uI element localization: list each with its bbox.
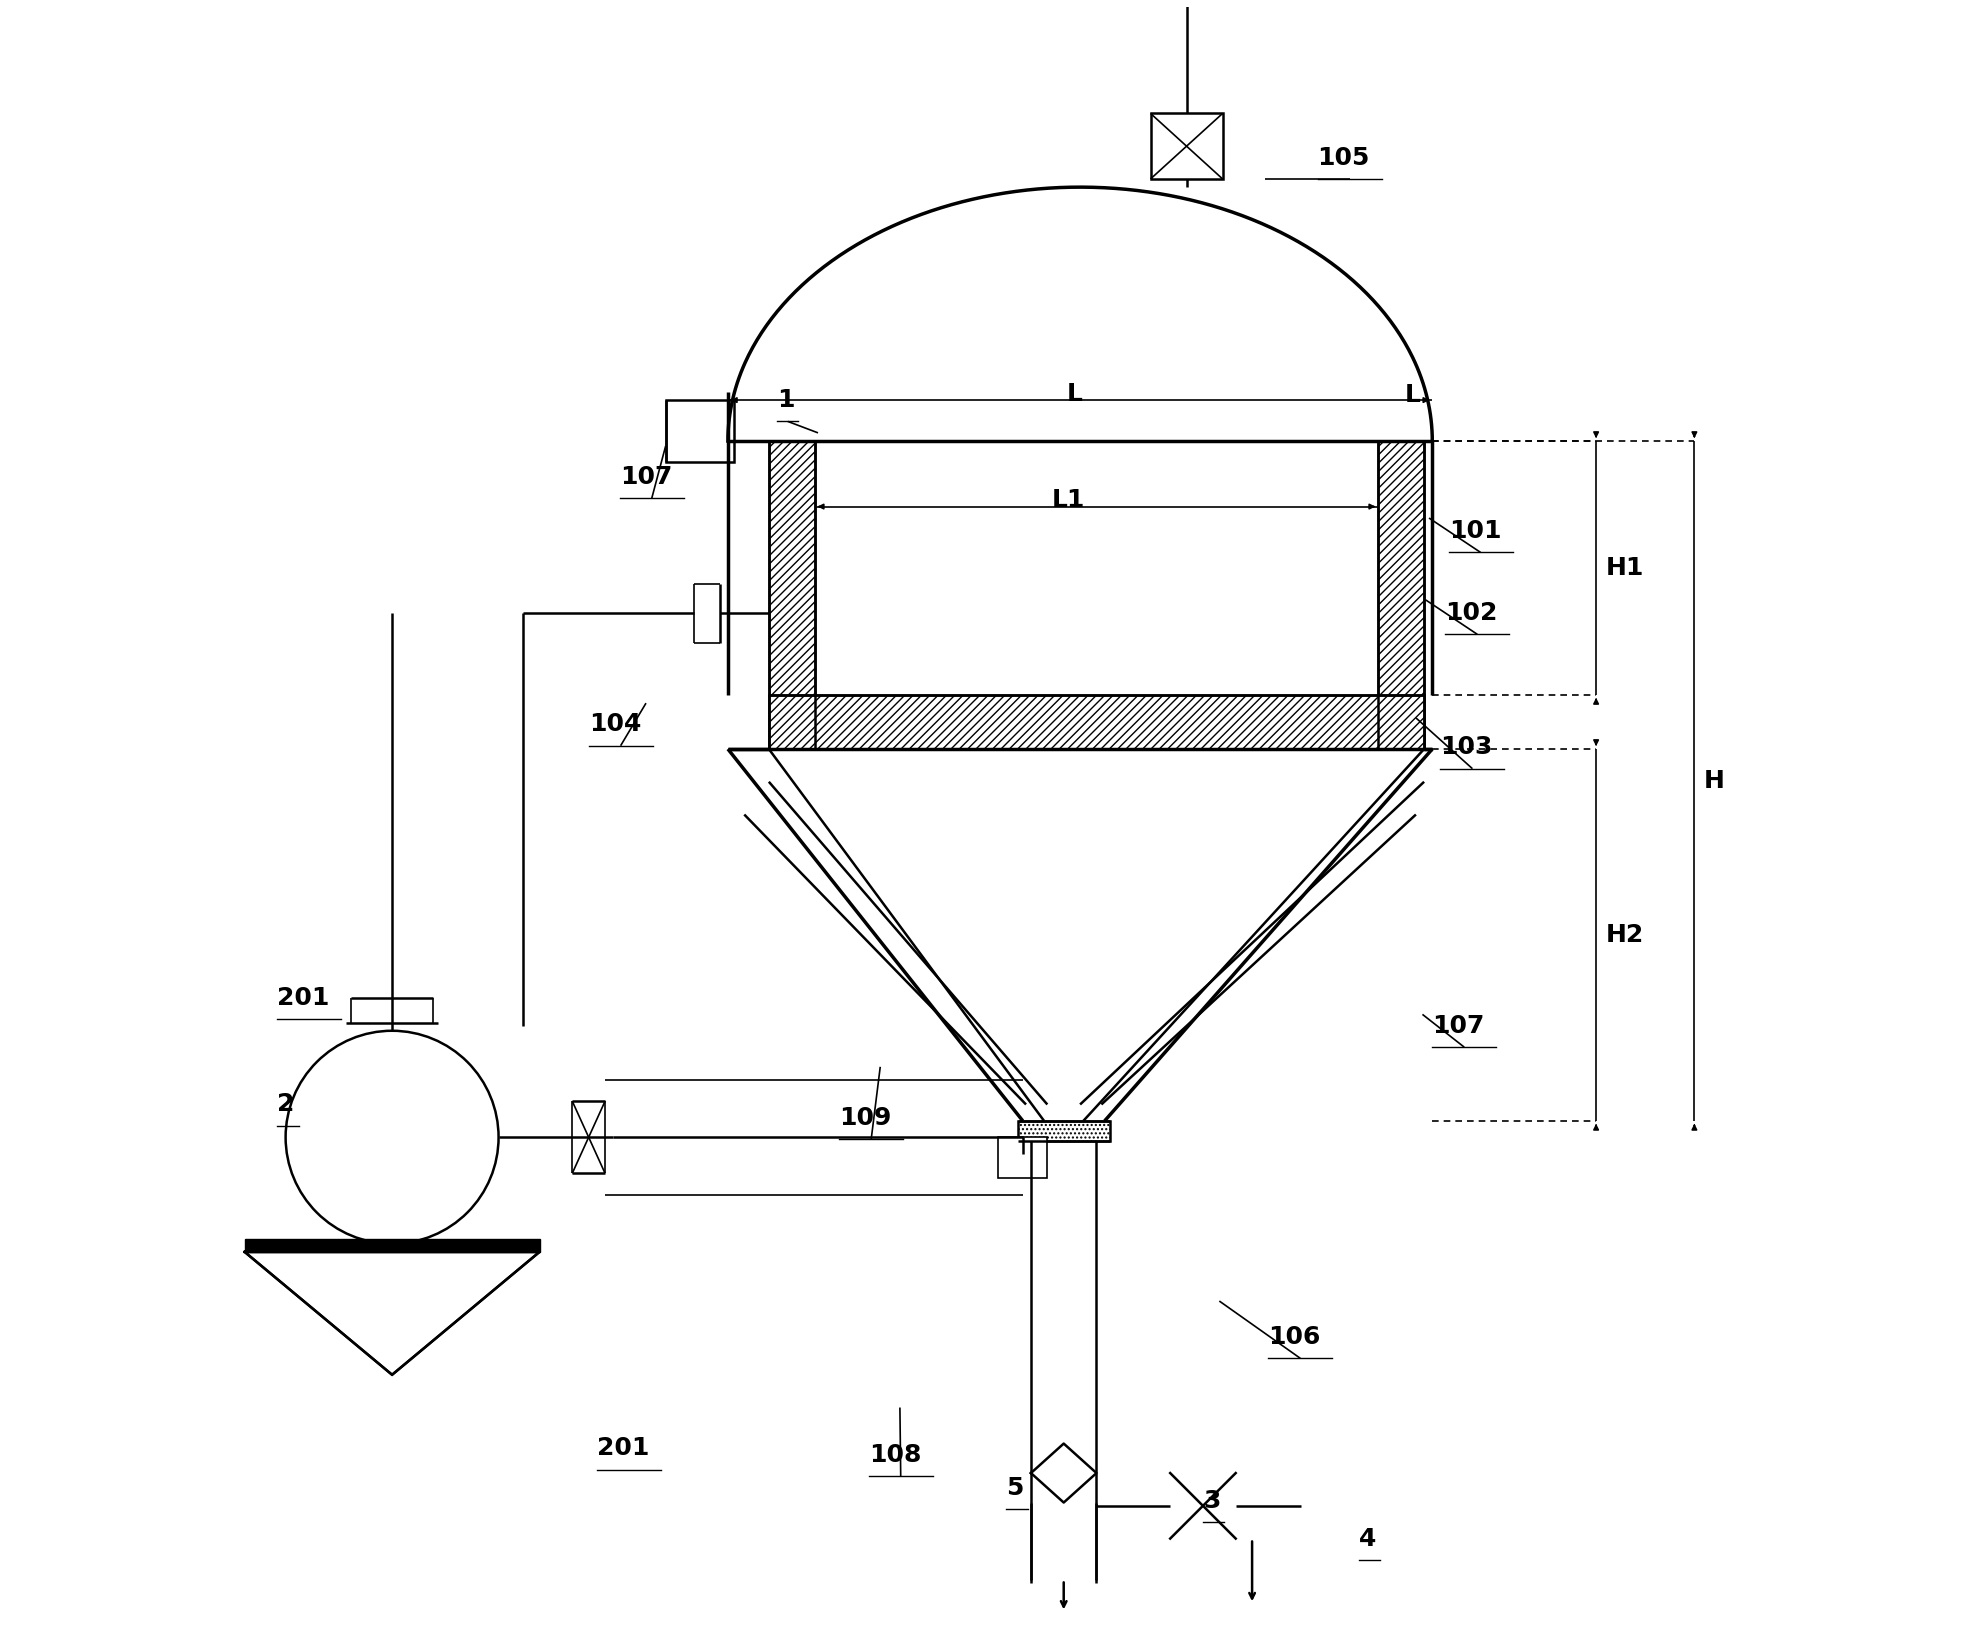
Bar <box>1378 441 1424 748</box>
Text: 104: 104 <box>588 712 642 737</box>
Text: 105: 105 <box>1317 145 1370 170</box>
Text: L1: L1 <box>1051 487 1085 512</box>
Bar <box>768 695 1424 748</box>
Text: 2: 2 <box>277 1092 295 1117</box>
Circle shape <box>285 1031 499 1244</box>
Bar <box>665 400 735 463</box>
Text: 4: 4 <box>1358 1526 1376 1551</box>
Text: 201: 201 <box>277 986 331 1009</box>
Text: H1: H1 <box>1606 557 1643 580</box>
Bar <box>768 441 814 748</box>
Text: 108: 108 <box>869 1444 921 1467</box>
Bar <box>1150 114 1222 178</box>
Text: L: L <box>1404 383 1420 406</box>
Text: L: L <box>1067 382 1083 405</box>
Text: 201: 201 <box>596 1437 649 1460</box>
Text: 107: 107 <box>620 466 671 489</box>
Text: 1: 1 <box>776 388 794 411</box>
Polygon shape <box>246 1239 539 1252</box>
Text: H: H <box>1705 768 1725 793</box>
Text: 106: 106 <box>1269 1325 1321 1350</box>
Bar <box>998 1137 1047 1178</box>
Text: 102: 102 <box>1445 601 1497 624</box>
Text: 101: 101 <box>1449 519 1501 544</box>
Text: 3: 3 <box>1204 1488 1220 1513</box>
Text: H2: H2 <box>1606 923 1643 947</box>
Bar <box>1018 1120 1109 1140</box>
Text: 103: 103 <box>1441 735 1493 760</box>
Text: 5: 5 <box>1006 1475 1024 1500</box>
Text: 107: 107 <box>1432 1014 1485 1037</box>
Text: 109: 109 <box>840 1105 891 1130</box>
